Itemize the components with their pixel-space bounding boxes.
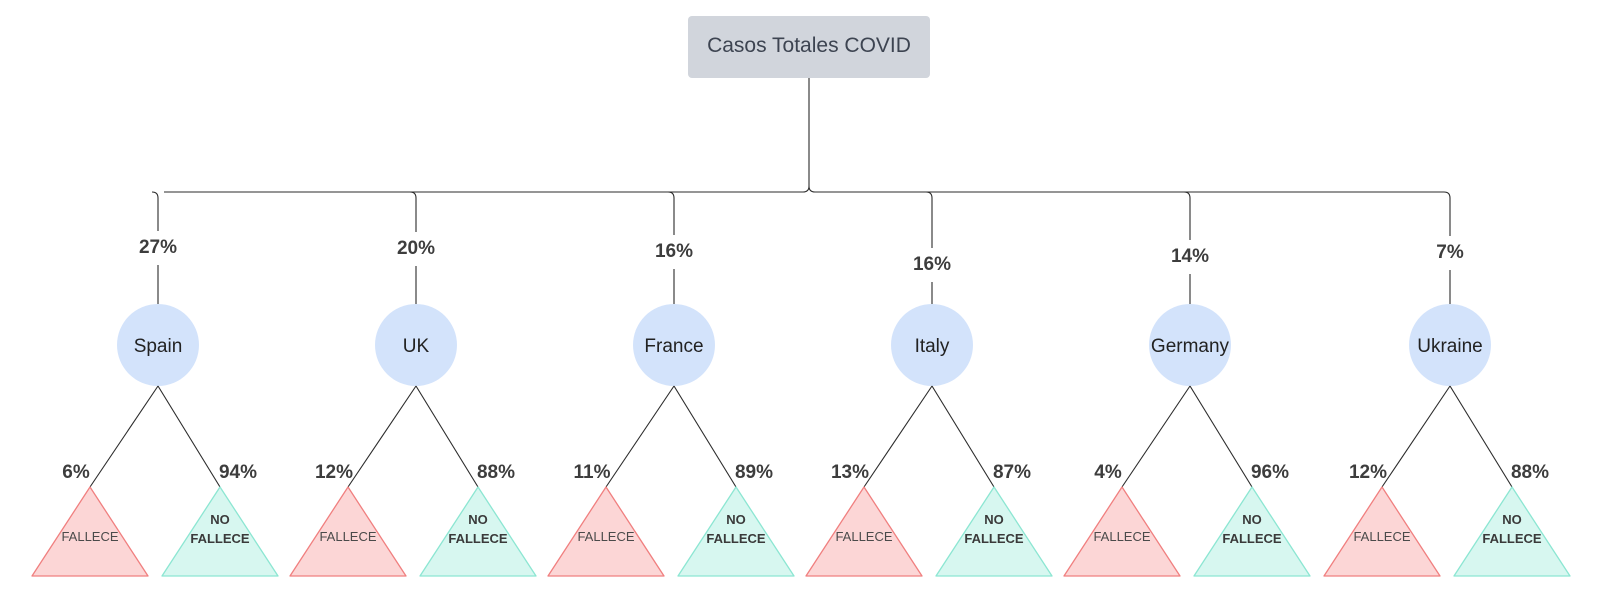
country-branch: 7% Ukraine FALLECE NO FALLECE 12% 88%	[1323, 191, 1571, 577]
branch-line-upper	[667, 191, 675, 235]
no-fallece-label-line2: FALLECE	[1482, 531, 1542, 546]
no-fallece-label-line2: FALLECE	[706, 531, 766, 546]
outcome-line-fallece	[1381, 385, 1451, 488]
fallece-triangle	[31, 486, 149, 577]
no-fallece-triangle	[1453, 486, 1571, 577]
fallece-label: FALLECE	[319, 529, 376, 544]
country-name: Germany	[1151, 336, 1230, 357]
fallece-percent: 12%	[1349, 462, 1387, 483]
country-node	[1409, 304, 1491, 386]
outcome-line-no-fallece	[1189, 385, 1253, 488]
country-node	[1149, 304, 1231, 386]
fallece-percent: 4%	[1094, 462, 1122, 483]
no-fallece-triangle	[419, 486, 537, 577]
fallece-triangle	[805, 486, 923, 577]
branch-line-upper	[1443, 191, 1451, 236]
branch-line-upper	[925, 191, 933, 248]
country-name: Italy	[915, 336, 950, 357]
no-fallece-label-line2: FALLECE	[964, 531, 1024, 546]
no-fallece-triangle	[677, 486, 795, 577]
fallece-triangle	[1063, 486, 1181, 577]
country-node	[117, 304, 199, 386]
country-branch: 14% Germany FALLECE NO FALLECE 4% 96%	[1063, 191, 1311, 577]
root-node: Casos Totales COVID	[688, 16, 930, 78]
fallece-label: FALLECE	[61, 529, 118, 544]
root-stem-line	[802, 78, 816, 193]
no-fallece-label-line1: NO	[1502, 512, 1522, 527]
country-share-label: 20%	[397, 238, 435, 259]
country-node	[633, 304, 715, 386]
no-fallece-label-line1: NO	[726, 512, 746, 527]
country-share-label: 14%	[1171, 246, 1209, 267]
country-name: UK	[403, 336, 430, 357]
country-share-label: 7%	[1436, 242, 1464, 263]
no-fallece-triangle	[935, 486, 1053, 577]
country-name: France	[644, 336, 703, 357]
country-name: Spain	[134, 336, 183, 357]
country-name: Ukraine	[1417, 336, 1482, 357]
country-branch: 20% UK FALLECE NO FALLECE 12% 88%	[289, 191, 537, 577]
fallece-label: FALLECE	[1353, 529, 1410, 544]
fallece-label: FALLECE	[577, 529, 634, 544]
fallece-label: FALLECE	[1093, 529, 1150, 544]
branch-line-upper	[1183, 191, 1191, 240]
branch-line-upper	[151, 191, 159, 231]
no-fallece-triangle	[161, 486, 279, 577]
fallece-triangle	[289, 486, 407, 577]
fallece-percent: 6%	[62, 462, 90, 483]
root-box	[688, 16, 930, 78]
no-fallece-percent: 88%	[1511, 462, 1549, 483]
no-fallece-label-line2: FALLECE	[448, 531, 508, 546]
fallece-triangle	[1323, 486, 1441, 577]
country-node	[375, 304, 457, 386]
fallece-percent: 13%	[831, 462, 869, 483]
no-fallece-percent: 89%	[735, 462, 773, 483]
no-fallece-percent: 96%	[1251, 462, 1289, 483]
no-fallece-label-line2: FALLECE	[190, 531, 250, 546]
no-fallece-triangle	[1193, 486, 1311, 577]
country-branch: 27% Spain FALLECE NO FALLECE 6% 94%	[31, 191, 279, 577]
connector-lines	[164, 78, 1444, 193]
outcome-line-no-fallece	[157, 385, 221, 488]
outcome-line-no-fallece	[931, 385, 995, 488]
outcome-line-fallece	[605, 385, 675, 488]
country-share-label: 16%	[913, 254, 951, 275]
no-fallece-label-line1: NO	[210, 512, 230, 527]
outcome-line-no-fallece	[1449, 385, 1513, 488]
outcome-line-fallece	[89, 385, 159, 488]
country-branch: 16% France FALLECE NO FALLECE 11% 89%	[547, 191, 795, 577]
no-fallece-label-line1: NO	[984, 512, 1004, 527]
fallece-percent: 11%	[574, 462, 611, 483]
fallece-label: FALLECE	[835, 529, 892, 544]
no-fallece-percent: 94%	[219, 462, 257, 483]
no-fallece-label-line2: FALLECE	[1222, 531, 1282, 546]
no-fallece-label-line1: NO	[468, 512, 488, 527]
country-share-label: 27%	[139, 237, 177, 258]
no-fallece-percent: 88%	[477, 462, 515, 483]
outcome-line-no-fallece	[415, 385, 479, 488]
country-node	[891, 304, 973, 386]
outcome-line-fallece	[1121, 385, 1191, 488]
fallece-percent: 12%	[315, 462, 353, 483]
fallece-triangle	[547, 486, 665, 577]
no-fallece-label-line1: NO	[1242, 512, 1262, 527]
country-branch: 16% Italy FALLECE NO FALLECE 13% 87%	[805, 191, 1053, 577]
no-fallece-percent: 87%	[993, 462, 1031, 483]
branch-line-upper	[409, 191, 417, 232]
outcome-line-fallece	[863, 385, 933, 488]
outcome-line-no-fallece	[673, 385, 737, 488]
outcome-line-fallece	[347, 385, 417, 488]
country-share-label: 16%	[655, 241, 693, 262]
root-label: Casos Totales COVID	[707, 34, 911, 57]
